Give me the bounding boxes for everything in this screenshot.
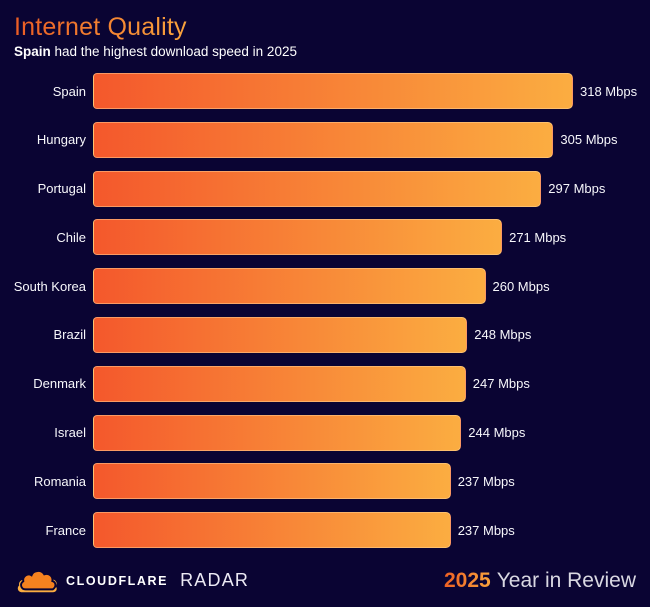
country-label: Brazil xyxy=(53,327,86,343)
campaign-text: Year in Review xyxy=(496,568,636,592)
page-title: Internet Quality xyxy=(14,13,187,41)
chart-row: Brazil 248 Mbps xyxy=(0,316,650,353)
bar xyxy=(93,219,503,256)
value-label: 305 Mbps xyxy=(560,132,618,148)
value-label: 271 Mbps xyxy=(509,229,567,245)
country-label: Denmark xyxy=(33,376,86,392)
footer: CLOUDFLARE RADAR 2025 Year in Review xyxy=(16,567,636,594)
cloudflare-radar-brand: CLOUDFLARE RADAR xyxy=(16,567,249,594)
country-label: Portugal xyxy=(37,181,86,197)
cloudflare-cloud-icon xyxy=(17,570,57,593)
country-label: Chile xyxy=(56,229,86,245)
country-label: South Korea xyxy=(13,278,86,294)
value-label: 318 Mbps xyxy=(580,83,638,99)
chart-row: Denmark 247 Mbps xyxy=(0,365,650,402)
campaign-year: 2025 xyxy=(443,568,491,592)
radar-wordmark: RADAR xyxy=(180,570,250,590)
chart-row: South Korea 260 Mbps xyxy=(0,268,650,305)
bar xyxy=(93,512,451,549)
subtitle-highlight: Spain xyxy=(14,43,51,59)
value-label: 247 Mbps xyxy=(472,376,530,392)
value-label: 260 Mbps xyxy=(492,278,550,294)
bar xyxy=(93,365,466,402)
bar xyxy=(93,316,468,353)
bar xyxy=(93,414,462,451)
bar-chart: Spain 318 Mbps Hungary 305 Mbps Portugal 297 … xyxy=(0,73,650,549)
chart-row: Portugal 297 Mbps xyxy=(0,170,650,207)
chart-row: Israel 244 Mbps xyxy=(0,414,650,451)
chart-row: France 237 Mbps xyxy=(0,512,650,549)
chart-row: Romania 237 Mbps xyxy=(0,463,650,500)
country-label: Israel xyxy=(54,425,86,441)
value-label: 237 Mbps xyxy=(457,473,515,489)
bar xyxy=(93,170,542,207)
chart-header: Internet Quality Spain had the highest d… xyxy=(14,13,636,61)
value-label: 244 Mbps xyxy=(468,425,526,441)
country-label: France xyxy=(45,522,86,538)
bar xyxy=(93,121,554,158)
year-in-review-label: 2025 Year in Review xyxy=(444,569,636,593)
cloud-front-shape xyxy=(20,570,57,591)
country-label: Hungary xyxy=(36,132,86,148)
bar xyxy=(93,73,573,109)
value-label: 237 Mbps xyxy=(457,522,515,538)
country-label: Romania xyxy=(33,473,86,489)
value-label: 248 Mbps xyxy=(474,327,532,343)
cloudflare-wordmark: CLOUDFLARE xyxy=(66,573,169,588)
value-label: 297 Mbps xyxy=(548,181,606,197)
chart-row: Chile 271 Mbps xyxy=(0,219,650,256)
chart-subtitle: Spain had the highest download speed in … xyxy=(14,44,636,61)
bar xyxy=(93,463,451,500)
chart-row: Spain 318 Mbps xyxy=(0,73,650,109)
country-label: Spain xyxy=(52,83,86,99)
bar xyxy=(93,268,486,305)
chart-row: Hungary 305 Mbps xyxy=(0,121,650,158)
subtitle-text: had the highest download speed in 2025 xyxy=(50,43,297,59)
